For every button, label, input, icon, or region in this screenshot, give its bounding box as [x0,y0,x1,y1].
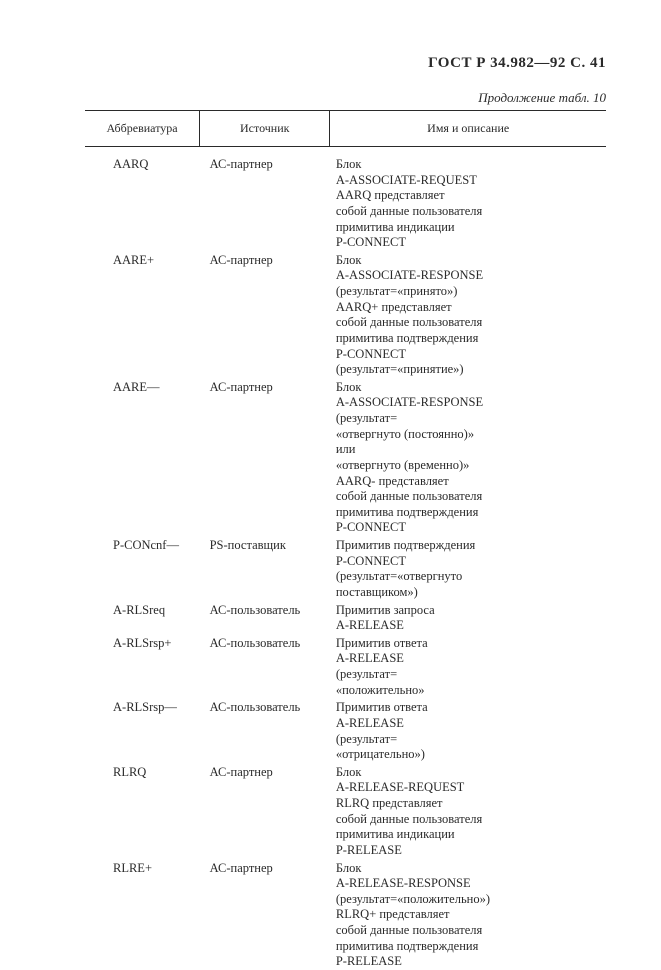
table-row: AARQАС-партнерБлокA-ASSOCIATE-REQUESTAAR… [85,147,606,251]
table-row: A-RLSrsp—АС-пользовательПримитив ответаA… [85,698,606,763]
definitions-table: Аббревиатура Источник Имя и описание AAR… [85,110,606,970]
cell-abbr: A-RLSrsp— [85,698,200,763]
cell-desc: БлокA-RELEASE-RESPONSE(результат=«положи… [330,859,606,970]
page: ГОСТ Р 34.982—92 С. 41 Продолжение табл.… [0,0,661,935]
cell-src: PS-поставщик [200,536,330,601]
cell-abbr: AARE+ [85,251,200,378]
cell-desc: Примитив ответаA-RELEASE(результат=«поло… [330,634,606,699]
table-header-row: Аббревиатура Источник Имя и описание [85,111,606,147]
cell-abbr: P-CONcnf— [85,536,200,601]
cell-src: АС-партнер [200,378,330,536]
document-header: ГОСТ Р 34.982—92 С. 41 [85,55,606,72]
cell-abbr: RLRQ [85,763,200,859]
cell-abbr: A-RLSrsp+ [85,634,200,699]
cell-desc: БлокA-ASSOCIATE-RESPONSE(результат=«отве… [330,378,606,536]
cell-abbr: AARQ [85,147,200,251]
table-row: AARE+АС-партнерБлокA-ASSOCIATE-RESPONSE(… [85,251,606,378]
table-row: A-RLSrsp+АС-пользовательПримитив ответаA… [85,634,606,699]
cell-abbr: AARE— [85,378,200,536]
cell-src: АС-партнер [200,859,330,970]
cell-src: АС-партнер [200,147,330,251]
cell-src: АС-пользователь [200,634,330,699]
col-header-abbr: Аббревиатура [85,111,200,147]
cell-abbr: RLRE+ [85,859,200,970]
table-row: P-CONcnf—PS-поставщикПримитив подтвержде… [85,536,606,601]
cell-desc: БлокA-RELEASE-REQUESTRLRQ представляетсо… [330,763,606,859]
cell-src: АС-партнер [200,763,330,859]
table-row: RLRE+АС-партнерБлокA-RELEASE-RESPONSE(ре… [85,859,606,970]
table-caption: Продолжение табл. 10 [85,90,606,106]
cell-src: АС-пользователь [200,601,330,634]
col-header-desc: Имя и описание [330,111,606,147]
table-row: A-RLSreqАС-пользовательПримитив запросаA… [85,601,606,634]
cell-desc: Примитив подтвержденияP-CONNECT(результа… [330,536,606,601]
cell-src: АС-партнер [200,251,330,378]
table-body: AARQАС-партнерБлокA-ASSOCIATE-REQUESTAAR… [85,147,606,970]
cell-desc: БлокA-ASSOCIATE-REQUESTAARQ представляет… [330,147,606,251]
cell-desc: Примитив ответаA-RELEASE(результат=«отри… [330,698,606,763]
cell-desc: Примитив запросаA-RELEASE [330,601,606,634]
cell-desc: БлокA-ASSOCIATE-RESPONSE(результат=«прин… [330,251,606,378]
cell-src: АС-пользователь [200,698,330,763]
table-row: AARE—АС-партнерБлокA-ASSOCIATE-RESPONSE(… [85,378,606,536]
table-row: RLRQАС-партнерБлокA-RELEASE-REQUESTRLRQ … [85,763,606,859]
col-header-src: Источник [200,111,330,147]
cell-abbr: A-RLSreq [85,601,200,634]
